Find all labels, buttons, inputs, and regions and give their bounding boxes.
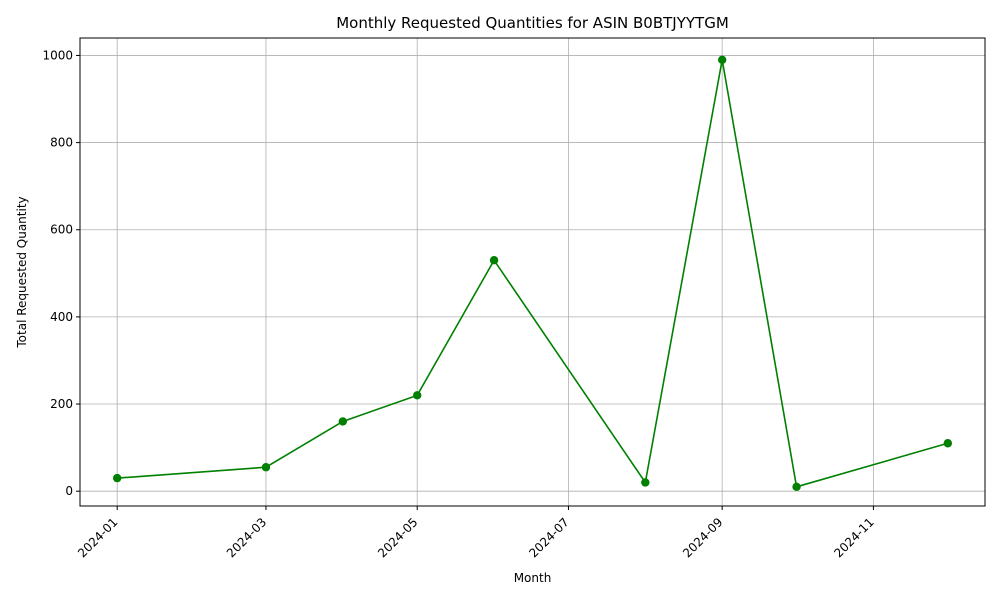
y-tick-label: 0 (65, 484, 73, 498)
data-point (338, 417, 348, 426)
data-point (489, 256, 499, 265)
data-point (261, 463, 271, 472)
y-tick-label: 800 (50, 136, 73, 150)
y-tick-label: 600 (50, 223, 73, 237)
data-point (792, 482, 801, 492)
y-tick-label: 1000 (42, 48, 73, 62)
data-point (641, 478, 650, 487)
grid (80, 38, 985, 506)
y-tick-label: 400 (50, 310, 73, 324)
axes-frame (79, 37, 986, 507)
y-tick-label: 200 (50, 397, 73, 411)
series-layer (112, 55, 953, 492)
data-point (943, 439, 953, 448)
chart-title: Monthly Requested Quantities for ASIN B0… (336, 14, 729, 32)
data-point (112, 473, 122, 483)
data-point (717, 55, 727, 64)
y-axis-label: Total Requested Quantity (15, 196, 29, 348)
x-axis-label: Month (514, 571, 552, 585)
data-point (413, 391, 422, 400)
